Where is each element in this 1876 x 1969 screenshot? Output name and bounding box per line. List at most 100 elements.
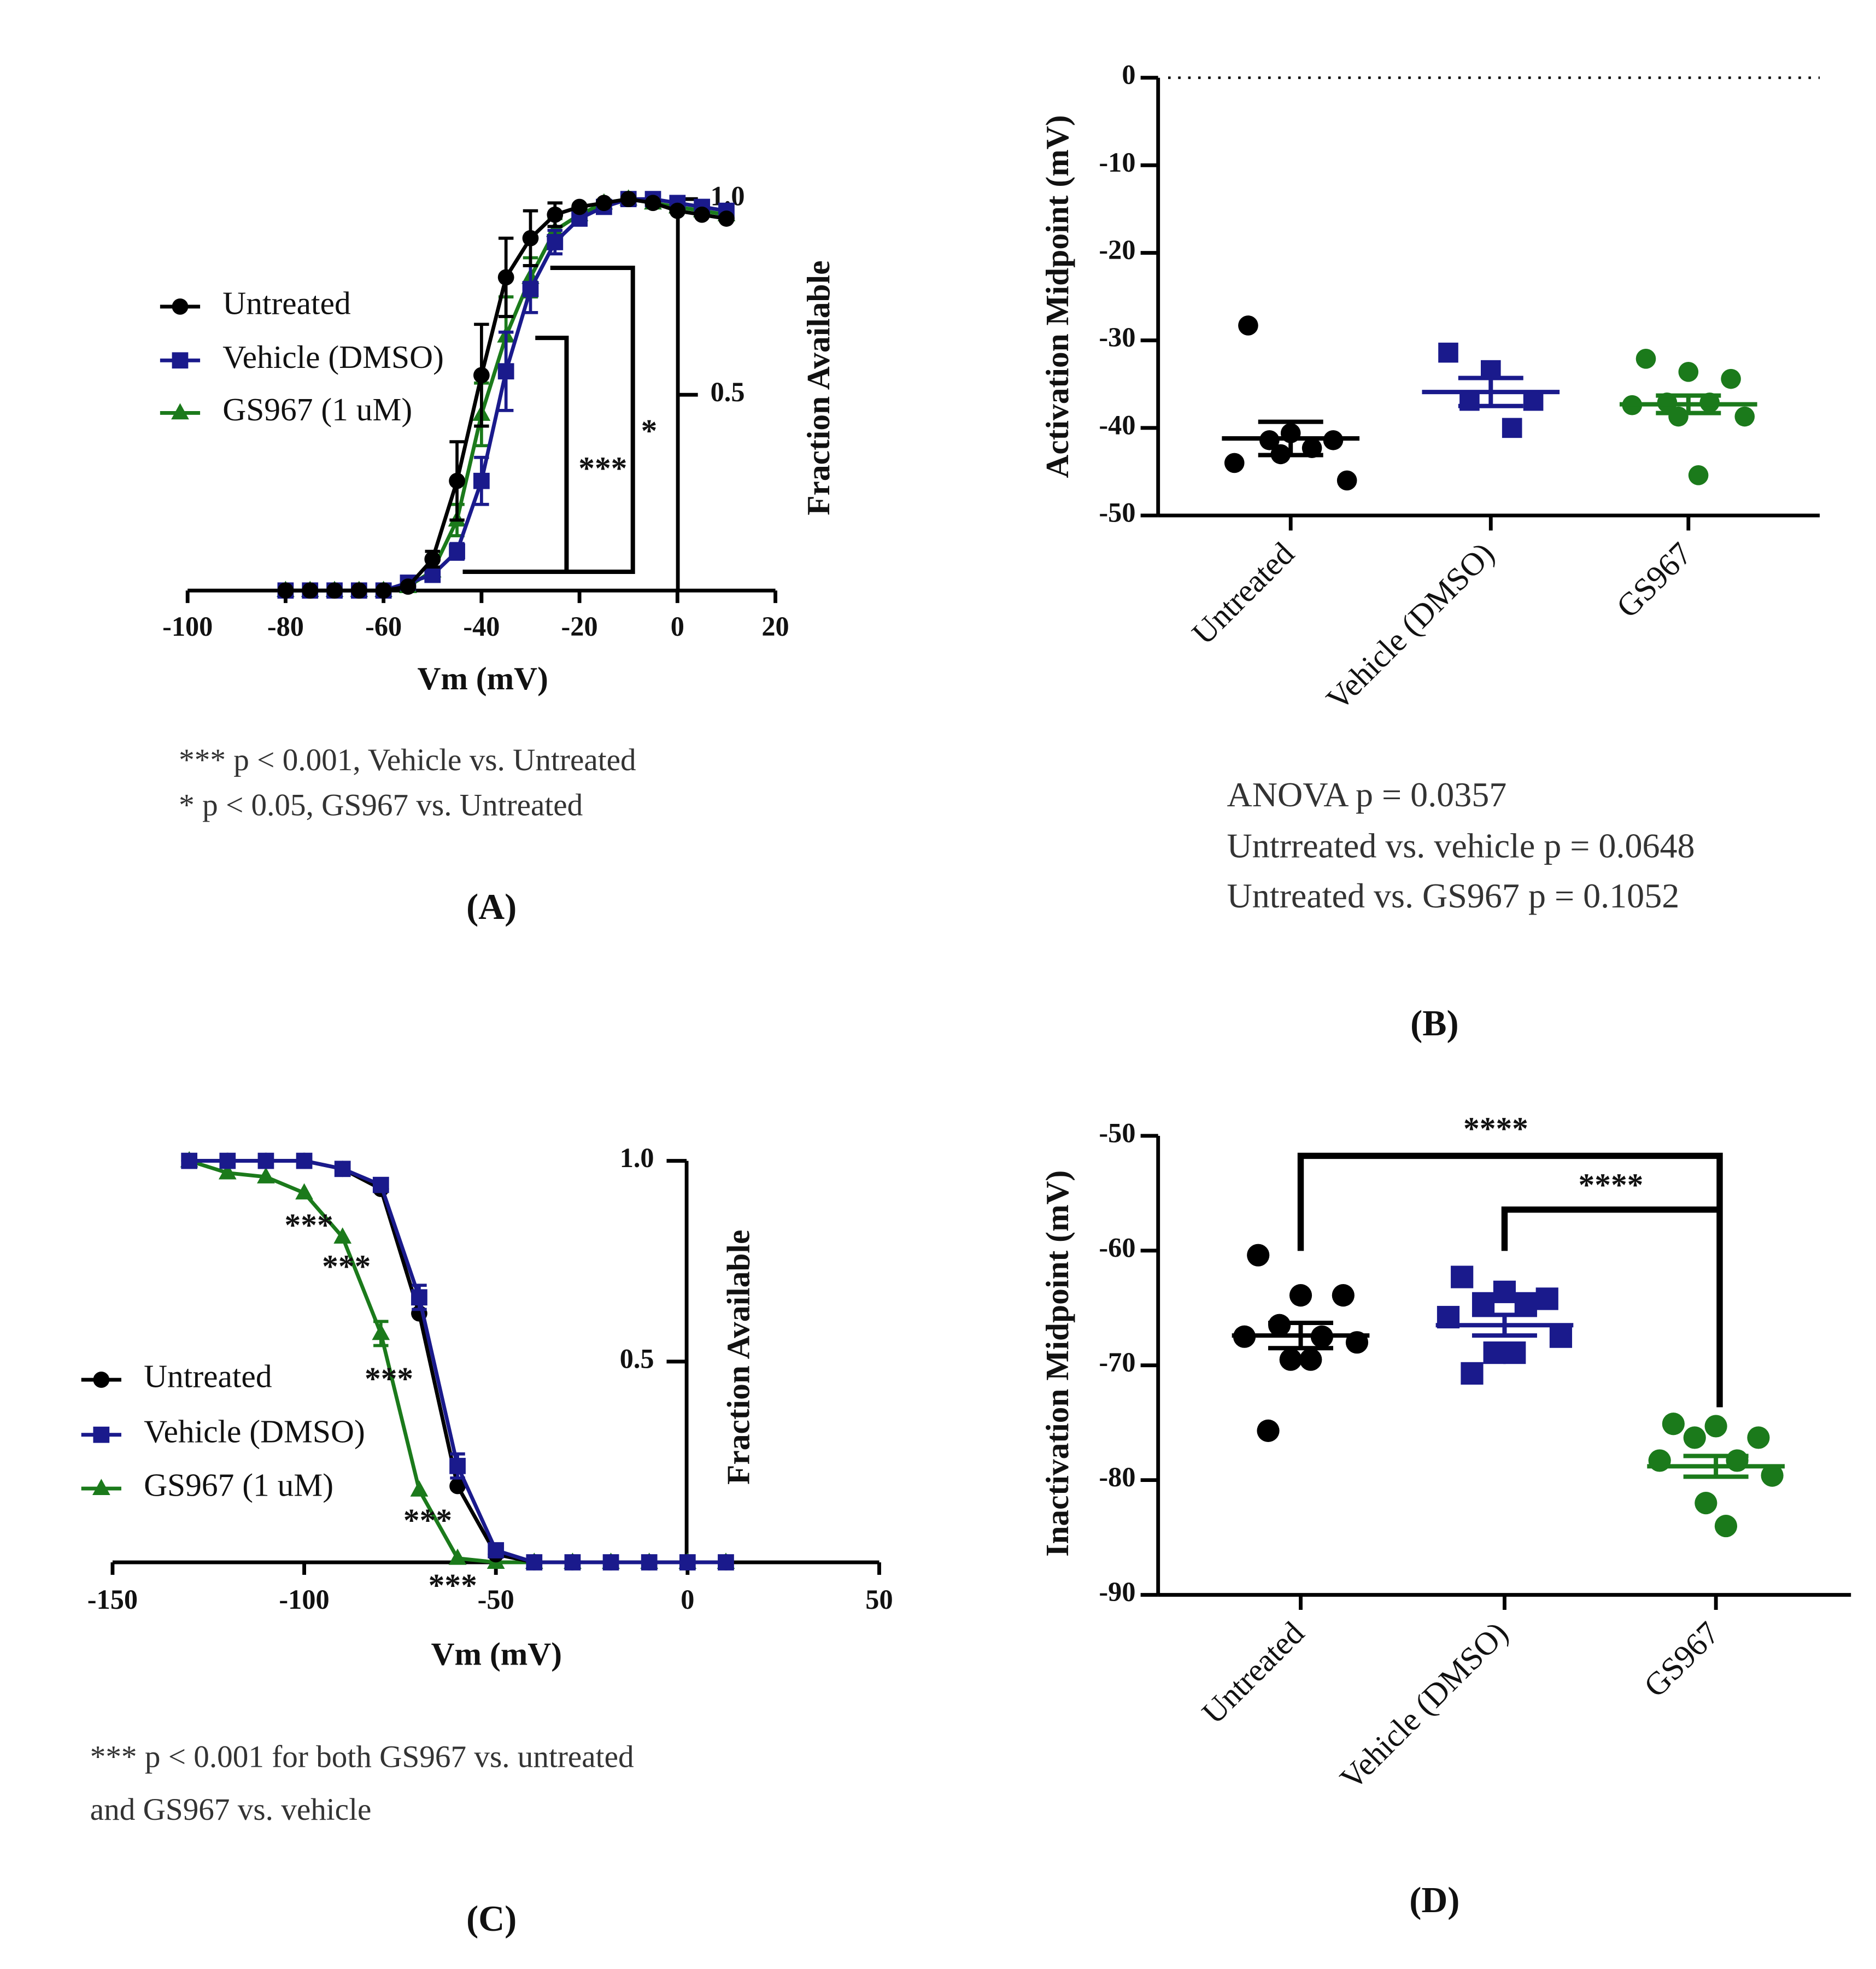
sem-bar: [1258, 419, 1323, 458]
data-point: [277, 582, 294, 599]
sem-bar: [1472, 1312, 1537, 1338]
data-point: [1668, 406, 1689, 427]
data-point: [596, 195, 612, 212]
data-point: [694, 206, 711, 223]
annotation: ***: [322, 1248, 371, 1284]
legend-marker: [93, 1372, 110, 1388]
significance-bracket: [1501, 1206, 1720, 1251]
significance-bracket: [1297, 1152, 1723, 1408]
sem-bar: [1656, 393, 1721, 415]
x-tick-label: -80: [267, 611, 304, 642]
data-point: [333, 1227, 352, 1244]
data-point: [1247, 1244, 1270, 1267]
data-point: [372, 1176, 389, 1193]
data-point: [473, 367, 490, 384]
data-point: [1747, 1426, 1770, 1449]
data-point: [1483, 1341, 1506, 1364]
data-point: [1635, 349, 1656, 369]
y-axis-label: Fraction Available: [720, 1230, 756, 1485]
data-point: [1268, 1314, 1291, 1337]
annotation: ***: [429, 1567, 477, 1603]
legend-label: Vehicle (DMSO): [222, 339, 444, 375]
data-point: [1451, 1265, 1474, 1288]
x-tick-label: GS967: [1609, 535, 1699, 625]
legend-marker: [172, 298, 189, 315]
data-point: [669, 202, 686, 219]
data-point: [1336, 470, 1357, 491]
panel-label: (C): [466, 1899, 517, 1939]
data-point: [400, 578, 417, 595]
x-tick-label: -40: [463, 611, 500, 642]
data-point: [602, 1554, 619, 1570]
data-point: [375, 582, 392, 599]
x-tick-label: GS967: [1637, 1615, 1726, 1704]
legend-marker: [171, 403, 189, 420]
x-tick-label: 50: [865, 1584, 893, 1615]
data-point: [295, 1183, 313, 1200]
data-point: [219, 1152, 236, 1169]
data-point: [1695, 1492, 1717, 1515]
footnote: Untrreated vs. vehicle p = 0.0648: [1227, 827, 1695, 865]
x-tick-label: 0: [671, 611, 684, 642]
x-tick-label: -20: [561, 611, 598, 642]
y-tick-label: -30: [1099, 322, 1135, 353]
y-tick-label: -80: [1099, 1462, 1135, 1492]
data-point: [488, 1542, 505, 1558]
x-tick-label: Untreated: [1185, 535, 1302, 652]
data-point: [326, 582, 343, 599]
legend-label: Untreated: [222, 285, 351, 321]
legend-label: GS967 (1 uM): [144, 1467, 333, 1503]
data-point: [620, 191, 637, 208]
y-tick-label: -20: [1099, 235, 1135, 265]
data-point: [497, 269, 514, 286]
data-point: [1514, 1292, 1537, 1315]
data-point: [296, 1152, 313, 1169]
x-tick-label: -60: [365, 611, 402, 642]
data-point: [449, 472, 465, 489]
panel-label: (A): [466, 887, 517, 927]
data-point: [334, 1161, 351, 1177]
y-axis-label: Fraction Available: [800, 260, 836, 515]
annotation: ***: [578, 450, 627, 487]
data-point: [218, 1163, 237, 1180]
annotation: ***: [365, 1361, 413, 1397]
data-point: [1549, 1325, 1573, 1348]
data-point: [473, 472, 490, 489]
data-point: [350, 582, 367, 599]
data-point: [1224, 453, 1245, 473]
annotation: ***: [403, 1502, 452, 1538]
data-point: [718, 210, 735, 227]
footnote: Untreated vs. GS967 p = 0.1052: [1227, 876, 1680, 915]
data-point: [1238, 315, 1258, 336]
data-point: [410, 1480, 429, 1497]
footnote: *** p < 0.001 for both GS967 vs. untreat…: [90, 1740, 634, 1774]
y-tick-label: -60: [1099, 1232, 1135, 1263]
footnote: and GS967 vs. vehicle: [90, 1792, 372, 1827]
data-point: [547, 234, 564, 250]
x-axis-label: Vm (mV): [431, 1636, 562, 1672]
data-point: [1332, 1284, 1355, 1307]
legend-marker: [92, 1479, 110, 1495]
y-tick-label: 0.5: [620, 1343, 654, 1374]
data-point: [1662, 1413, 1685, 1435]
x-tick-label: -150: [87, 1584, 138, 1615]
y-axis-label: Activation Midpoint (mV): [1039, 115, 1075, 478]
data-point: [449, 1478, 466, 1495]
panel-label: (D): [1409, 1880, 1459, 1920]
data-point: [644, 195, 661, 212]
legend-marker: [172, 352, 189, 369]
legend-label: GS967 (1 uM): [222, 391, 412, 427]
annotation: ****: [1463, 1111, 1528, 1147]
data-point: [564, 1554, 581, 1570]
data-point: [1289, 1284, 1312, 1307]
x-tick-label: 20: [761, 611, 789, 642]
data-point: [411, 1289, 427, 1306]
data-point: [424, 551, 441, 567]
data-point: [1257, 1419, 1280, 1442]
legend-label: Vehicle (DMSO): [144, 1413, 365, 1449]
data-point: [522, 230, 539, 247]
data-point: [1502, 418, 1522, 438]
y-axis-label: Inactivation Midpoint (mV): [1039, 1170, 1075, 1557]
x-tick-label: Untreated: [1195, 1615, 1311, 1731]
